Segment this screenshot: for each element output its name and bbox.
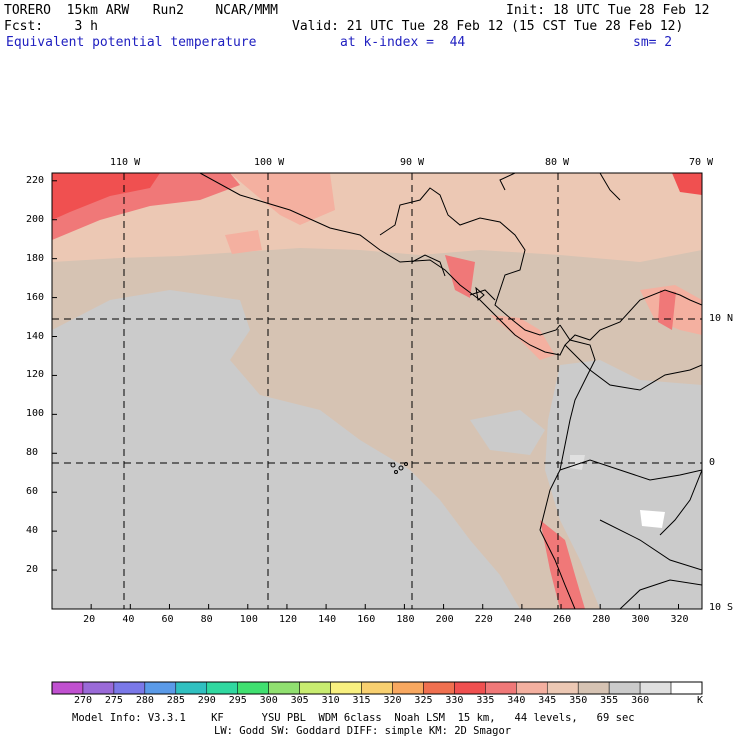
galapagos-2 <box>398 465 404 471</box>
y-tick-label: 60 <box>26 486 39 498</box>
lon-label-80w: 80 W <box>545 157 570 168</box>
colorbar-label: 335 <box>476 695 495 706</box>
smoothing: sm= 2 <box>633 35 673 50</box>
border-3 <box>564 344 702 391</box>
x-tick-label: 20 <box>83 614 96 625</box>
border-1 <box>411 254 446 277</box>
forecast-hour: Fcst: 3 h <box>4 19 98 34</box>
field-band-350-west <box>52 290 520 609</box>
colorbar-label: 290 <box>197 695 216 706</box>
x-tick-label: 40 <box>122 614 135 625</box>
y-tick-label: 140 <box>26 330 45 342</box>
x-tick-label: 140 <box>318 614 337 625</box>
field-band-350-mid <box>470 410 545 455</box>
y-tick-label: 100 <box>26 408 45 420</box>
field-band-345 <box>52 173 702 262</box>
x-tick-label: 80 <box>200 614 213 625</box>
lake-nicaragua <box>475 286 485 301</box>
pacific-coast <box>199 173 702 356</box>
x-tick-label: 60 <box>161 614 174 625</box>
x-tick-label: 220 <box>474 614 493 625</box>
map-frame <box>51 172 703 610</box>
colorbar-label: 325 <box>414 695 433 706</box>
y-tick-label: 180 <box>26 252 45 264</box>
field-white-patch <box>640 510 665 528</box>
x-tick-marks <box>90 604 680 609</box>
lon-label-110w: 110 W <box>110 157 141 168</box>
y-tick-label: 40 <box>26 525 39 537</box>
colorbar-label: 360 <box>631 695 650 706</box>
island-1 <box>599 173 621 201</box>
lon-label-90w: 90 W <box>400 157 425 168</box>
field-band-335-nw <box>52 173 160 220</box>
lat-label-10s: 10 S <box>709 602 734 613</box>
x-tick-label: 200 <box>435 614 454 625</box>
island-2 <box>499 173 516 191</box>
colorbar-label: 330 <box>445 695 464 706</box>
y-tick-label: 160 <box>26 291 45 303</box>
border-5 <box>599 519 702 571</box>
south-america-coast <box>539 324 596 609</box>
model-info: Model Info: V3.3.1 KF YSU PBL WDM 6class… <box>72 712 635 724</box>
x-tick-label: 160 <box>357 614 376 625</box>
x-tick-label: 260 <box>553 614 572 625</box>
border-7 <box>659 469 702 536</box>
init-time: Init: 18 UTC Tue 28 Feb 12 <box>506 3 710 18</box>
x-tick-label: 100 <box>239 614 258 625</box>
x-tick-label: 120 <box>278 614 297 625</box>
colorbar-label: 300 <box>259 695 278 706</box>
colorbar-label: 355 <box>600 695 619 706</box>
colorbar-label: 285 <box>166 695 185 706</box>
field-warm-patch-5 <box>658 290 676 330</box>
x-tick-label: 280 <box>592 614 611 625</box>
colorbar-label: 275 <box>104 695 123 706</box>
x-tick-label: 300 <box>631 614 650 625</box>
y-tick-label: 80 <box>26 447 39 459</box>
x-tick-label: 320 <box>670 614 689 625</box>
field-band-350-east <box>545 360 702 609</box>
field-warm-patch-1 <box>225 230 262 254</box>
colorbar-label: 350 <box>569 695 588 706</box>
field-band-345-n <box>230 173 335 225</box>
physics-info: LW: Godd SW: Goddard DIFF: simple KM: 2D… <box>214 725 512 737</box>
valid-time: Valid: 21 UTC Tue 28 Feb 12 (15 CST Tue … <box>292 19 684 34</box>
border-4 <box>559 459 702 481</box>
map-field <box>52 173 702 609</box>
field-light-patch <box>570 455 585 470</box>
field-name: Equivalent potential temperature <box>6 35 257 50</box>
coastlines <box>199 173 702 609</box>
border-6 <box>619 579 702 609</box>
colorbar-unit: K <box>697 695 704 706</box>
y-tick-label: 20 <box>26 564 39 576</box>
y-tick-label: 220 <box>26 174 45 186</box>
border-2 <box>469 289 496 301</box>
colorbar-label: 315 <box>352 695 371 706</box>
field-warm-patch-2 <box>445 255 475 298</box>
model-title: TORERO 15km ARW Run2 NCAR/MMM <box>4 3 278 18</box>
colorbar-label: 320 <box>383 695 402 706</box>
colorbar-label: 340 <box>507 695 526 706</box>
k-index: at k-index = 44 <box>340 35 466 50</box>
lat-label-0: 0 <box>709 457 716 468</box>
colorbar-label: 295 <box>228 695 247 706</box>
colorbar-label: 345 <box>538 695 557 706</box>
x-tick-label: 240 <box>513 614 532 625</box>
lon-label-70w: 70 W <box>689 157 714 168</box>
y-tick-marks <box>52 180 57 571</box>
graticule <box>52 173 702 609</box>
y-tick-label: 120 <box>26 369 45 381</box>
field-warm-patch-peru <box>540 520 585 609</box>
lon-label-100w: 100 W <box>254 157 285 168</box>
colorbar-label: 280 <box>135 695 154 706</box>
lat-label-10n: 10 N <box>709 313 734 324</box>
colorbar-label: 270 <box>73 695 92 706</box>
colorbar-label: 305 <box>290 695 309 706</box>
colorbar-label: 310 <box>321 695 340 706</box>
caribbean-coast <box>379 187 561 336</box>
x-tick-label: 180 <box>396 614 415 625</box>
y-tick-label: 200 <box>26 213 45 225</box>
field-warm-patch-ne <box>672 173 702 195</box>
galapagos-4 <box>394 470 398 474</box>
